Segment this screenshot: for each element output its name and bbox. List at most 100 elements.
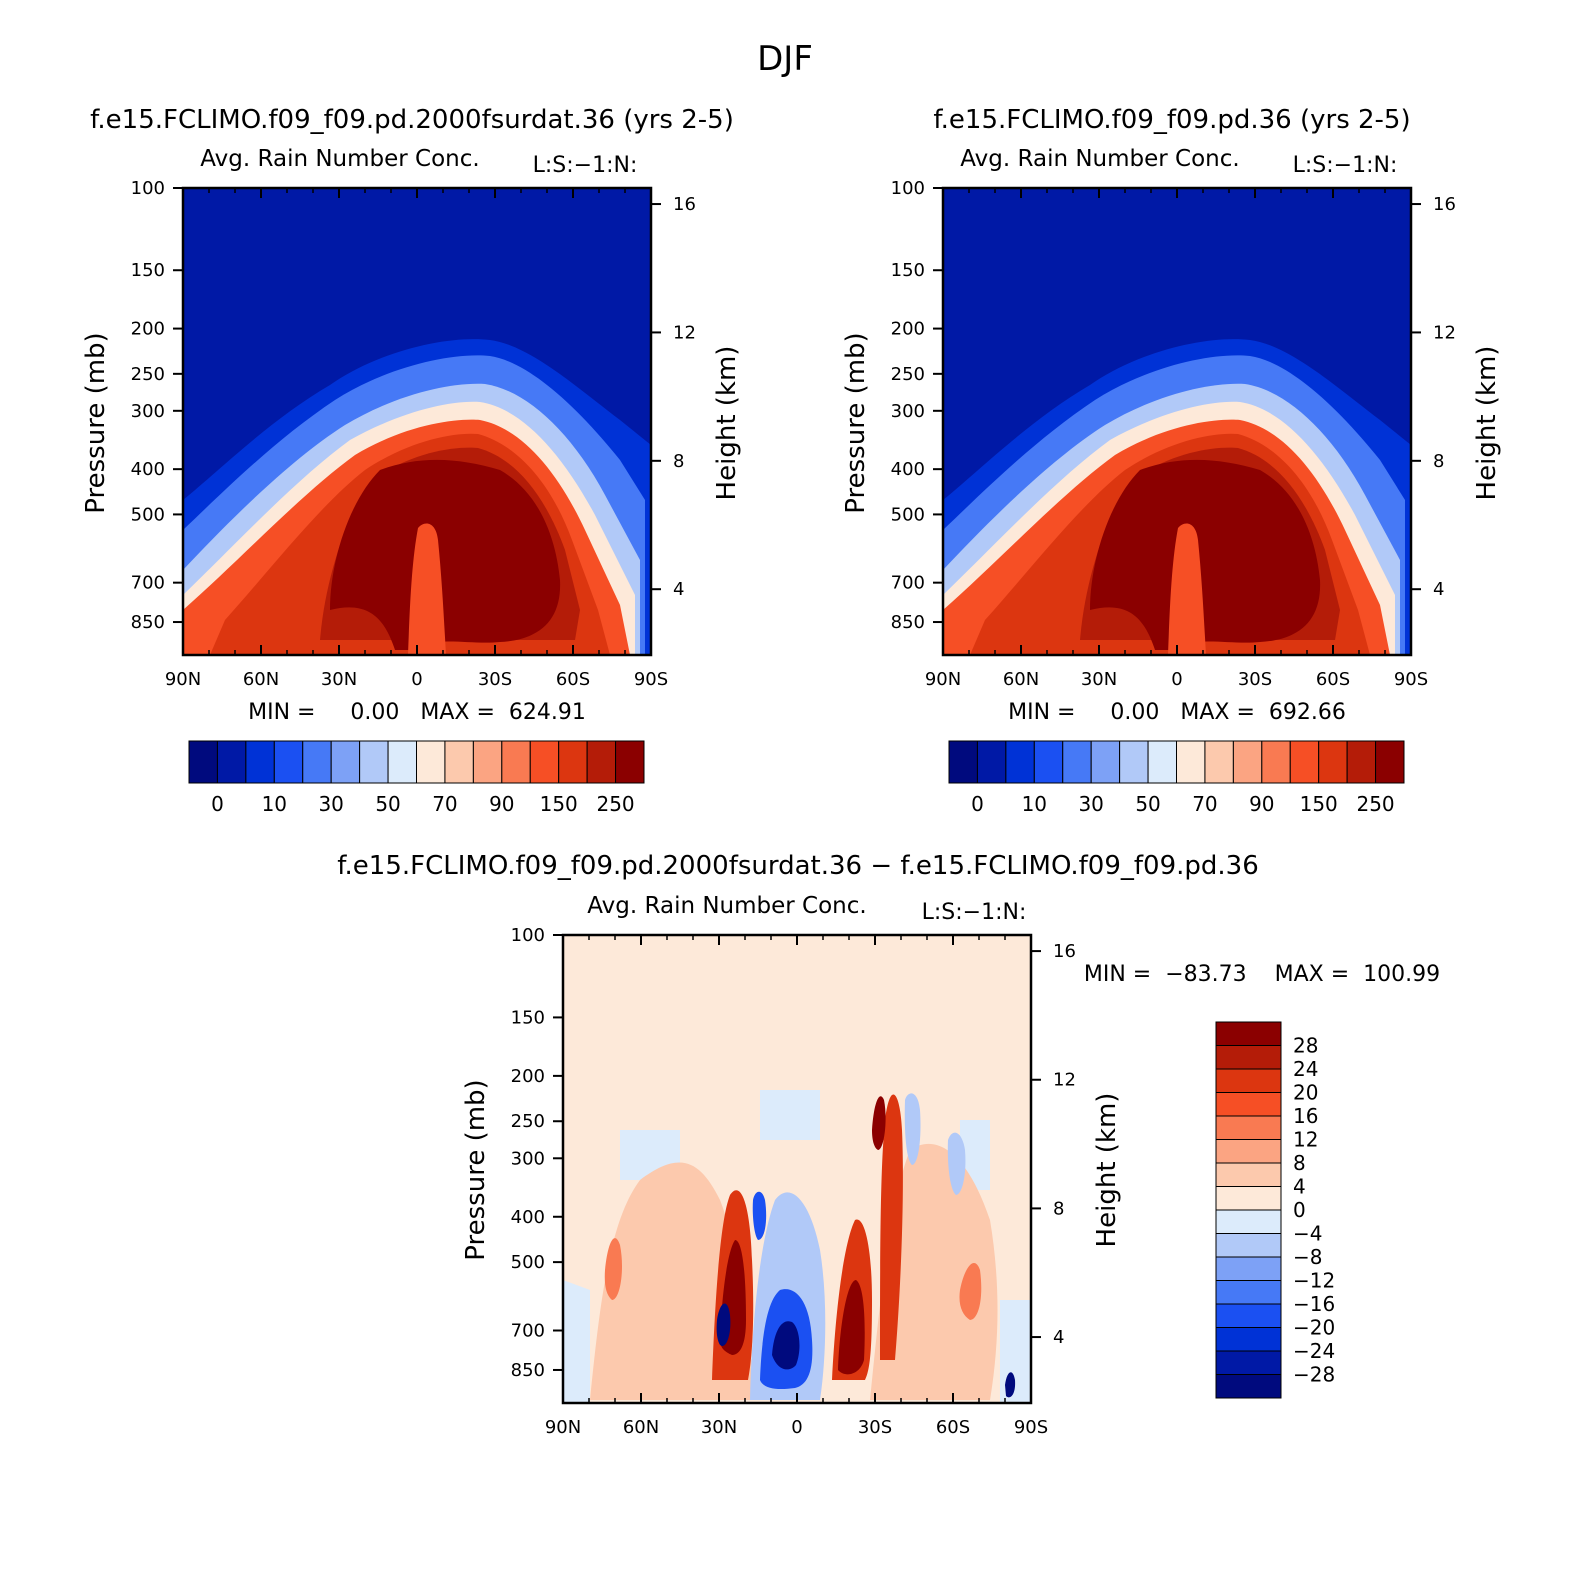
panel-1-colorbar-label: 0 xyxy=(211,792,224,816)
panel-3-ytick-label: 200 xyxy=(511,1066,545,1087)
panel-3-colorbar-box xyxy=(1215,1350,1282,1375)
panel-1-colorbar-label: 50 xyxy=(375,792,400,816)
panel-3-colorbar-box xyxy=(1215,1021,1282,1046)
panel-1-colorbar-label: 70 xyxy=(432,792,457,816)
panel-2-colorbar-box xyxy=(1204,740,1234,784)
panel-1-colorbar-label: 90 xyxy=(489,792,514,816)
panel-3-ylabel: Pressure (mb) xyxy=(461,1079,491,1260)
panel-1-colorbar-box xyxy=(387,740,417,784)
panel-2-ytick-label: 250 xyxy=(891,364,925,385)
panel-3-colorbar-box xyxy=(1215,1327,1282,1352)
panel-2-colorbar-label: 30 xyxy=(1078,792,1103,816)
panel-2-ytick-label: 500 xyxy=(891,504,925,525)
panel-1-colorbar-box xyxy=(245,740,275,784)
panel-1-xtick-label: 90S xyxy=(634,669,668,690)
panel-1-ytick-label: 300 xyxy=(131,401,165,422)
panel-2-colorbar-box xyxy=(1261,740,1291,784)
panel-1-colorbar-box xyxy=(216,740,247,784)
panel-2-xtick-label: 90N xyxy=(925,669,961,690)
panel-3-colorbar-label: −12 xyxy=(1293,1269,1335,1293)
figure-title: DJF xyxy=(757,39,813,79)
panel-2-colorbar-box xyxy=(1090,740,1121,784)
panel-3-colorbar-label: −16 xyxy=(1293,1292,1335,1316)
panel-3-xtick-label: 90N xyxy=(545,1417,581,1438)
panel-1-colorbar-box xyxy=(188,740,218,784)
panel-2-xtick-label: 0 xyxy=(1171,669,1182,690)
panel-2-colorbar-box xyxy=(1232,740,1263,784)
panel-1-xtick-label: 90N xyxy=(165,669,201,690)
panel-3-xtick-label: 90S xyxy=(1014,1417,1048,1438)
panel-3-subtitle: Avg. Rain Number Conc. xyxy=(587,893,866,919)
panel-1-contour-8 xyxy=(330,459,561,650)
panel-1-colorbar-box xyxy=(302,740,332,784)
panel-1-ytick-label: 250 xyxy=(131,364,165,385)
panel-3-ytick-right-label: 4 xyxy=(1053,1327,1064,1348)
panel-3-colorbar-label: 16 xyxy=(1293,1104,1318,1128)
panel-2-subtitle: Avg. Rain Number Conc. xyxy=(960,146,1239,172)
panel-2-stats: MIN = 0.00 MAX = 692.66 xyxy=(1008,700,1346,725)
panel-2-colorbar-label: 0 xyxy=(971,792,984,816)
panel-3-xtick-label: 30N xyxy=(701,1417,737,1438)
panel-3-colorbar-box xyxy=(1215,1115,1282,1140)
panel-2-colorbar-label: 50 xyxy=(1135,792,1160,816)
panel-1-xtick-label: 0 xyxy=(411,669,422,690)
panel-2-ylabel: Pressure (mb) xyxy=(841,332,871,513)
panel-1-contour-9 xyxy=(408,523,446,655)
panel-2-field xyxy=(943,188,1411,655)
panel-1-colorbar-box xyxy=(615,740,645,784)
panel-3-field xyxy=(563,935,1031,1403)
panel-2-colorbar-box xyxy=(1318,740,1348,784)
panel-3-ytick-label: 300 xyxy=(511,1148,545,1169)
panel-3-ytick-right-label: 12 xyxy=(1053,1070,1076,1091)
panel-3-colorbar-label: 4 xyxy=(1293,1175,1306,1199)
panel-2-colorbar-box xyxy=(976,740,1007,784)
panel-3: f.e15.FCLIMO.f09_f09.pd.2000fsurdat.36 −… xyxy=(337,851,1440,1405)
panel-3-colorbar-label: −4 xyxy=(1293,1222,1322,1246)
panel-1-ytick-right-label: 16 xyxy=(673,194,696,215)
panel-3-stats: MIN = −83.73 MAX = 100.99 xyxy=(1084,962,1440,987)
panel-2-xtick-label: 90S xyxy=(1394,669,1428,690)
panel-1-ytick-label: 400 xyxy=(131,459,165,480)
panel-2-colorbar-label: 90 xyxy=(1249,792,1274,816)
panel-1-xtick-label: 60S xyxy=(556,669,590,690)
panel-2-xtick-label: 30N xyxy=(1081,669,1117,690)
panel-2-colorbar-label: 10 xyxy=(1022,792,1047,816)
panel-3-colorbar-box xyxy=(1215,1374,1282,1399)
panel-2-contour-8 xyxy=(1090,459,1321,650)
panel-1-colorbar-box xyxy=(501,740,531,784)
panel-1-ytick-label: 850 xyxy=(131,612,165,633)
panel-1-colorbar-box xyxy=(586,740,617,784)
panel-1: f.e15.FCLIMO.f09_f09.pd.2000fsurdat.36 (… xyxy=(81,105,742,725)
panel-3-xtick-label: 30S xyxy=(858,1417,892,1438)
panel-3-colorbar-box xyxy=(1215,1092,1282,1117)
panel-3-xtick-label: 60S xyxy=(936,1417,970,1438)
panel-1-ylabel-right: Height (km) xyxy=(712,346,742,501)
panel-3-region-5 xyxy=(720,1096,886,1375)
panel-1-ytick-right-label: 8 xyxy=(673,451,684,472)
panel-2-contour-9 xyxy=(1168,523,1206,655)
panel-2-colorbar-box xyxy=(1147,740,1177,784)
panel-2-colorbar-label: 150 xyxy=(1300,792,1338,816)
panel-3-colorbar-box xyxy=(1215,1068,1282,1093)
panel-1-colorbar-label: 250 xyxy=(596,792,634,816)
panel-1-ytick-label: 700 xyxy=(131,573,165,594)
panel-3-colorbar-box xyxy=(1215,1303,1282,1328)
panel-2-colorbar-box xyxy=(948,740,978,784)
panel-2-xtick-label: 60N xyxy=(1003,669,1039,690)
panel-3-title: f.e15.FCLIMO.f09_f09.pd.2000fsurdat.36 −… xyxy=(337,851,1258,881)
panel-1-ytick-label: 200 xyxy=(131,319,165,340)
panel-3-ytick-label: 400 xyxy=(511,1207,545,1228)
panel-1-colorbar-label: 150 xyxy=(540,792,578,816)
panel-2-ytick-label: 850 xyxy=(891,612,925,633)
panel-3-xtick-label: 60N xyxy=(623,1417,659,1438)
panel-2-ytick-label: 200 xyxy=(891,319,925,340)
panel-2-colorbar-box xyxy=(1375,740,1405,784)
panel-3-ytick-label: 100 xyxy=(511,925,545,946)
panel-3-ytick-right-label: 8 xyxy=(1053,1198,1064,1219)
panel-1-ytick-right-label: 4 xyxy=(673,579,684,600)
panel-1-colorbar-box xyxy=(416,740,446,784)
panel-2-colorbar-box xyxy=(1062,740,1092,784)
panel-3-colorbar-box xyxy=(1215,1256,1282,1281)
panel-2-ytick-label: 100 xyxy=(891,178,925,199)
